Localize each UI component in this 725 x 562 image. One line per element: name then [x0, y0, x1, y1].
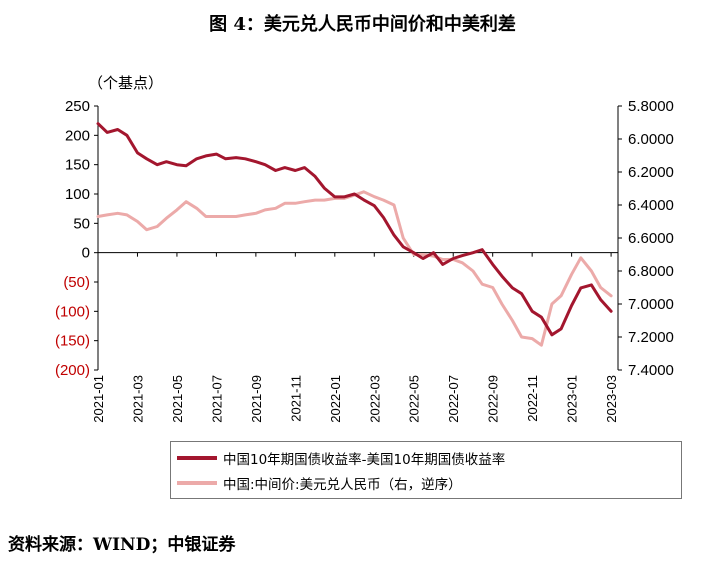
chart-title: 图 4：美元兑人民币中间价和中美利差	[209, 14, 516, 35]
x-tick-label-3: 2021-07	[209, 375, 224, 423]
y-left-tick-label-4: 50	[73, 215, 90, 232]
x-tick-label-1: 2021-03	[130, 375, 145, 423]
x-tick-label-12: 2023-01	[565, 375, 580, 423]
chart-legend: 中国10年期国债收益率-美国10年期国债收益率 中国:中间价:美元兑人民币（右，…	[170, 441, 682, 499]
x-tick-label-5: 2021-11	[288, 375, 303, 422]
y-right-tick-label-7: 7.2000	[628, 329, 674, 346]
x-tick-label-10: 2022-09	[486, 375, 501, 423]
series-line-usdcny	[96, 190, 613, 347]
y-right-tick-label-1: 6.0000	[628, 131, 674, 148]
y-right-tick-label-0: 5.8000	[628, 98, 674, 115]
x-tick-label-11: 2022-11	[525, 375, 540, 422]
legend-item-usdcny: 中国:中间价:美元兑人民币（右，逆序）	[177, 472, 462, 494]
y-right-tick-label-8: 7.4000	[628, 362, 674, 379]
y-left-tick-label-8: (150)	[55, 333, 90, 350]
chart-plot: 250 200 150 100 50 0 (50) (100) (150) (200) 5.8000…	[55, 98, 674, 423]
legend-item-spread: 中国10年期国债收益率-美国10年期国债收益率	[177, 447, 505, 469]
legend-label-spread: 中国10年期国债收益率-美国10年期国债收益率	[223, 452, 506, 468]
y-right-tick-label-3: 6.4000	[628, 197, 674, 214]
y-left-tick-label-5: 0	[82, 245, 90, 262]
x-tick-label-6: 2022-01	[328, 375, 343, 423]
y-left-tick-label-2: 150	[65, 157, 90, 174]
y-left-tick-label-1: 200	[65, 127, 90, 144]
legend-swatch-usdcny	[177, 481, 217, 485]
y-left-tick-label-7: (100)	[55, 303, 90, 320]
y-right-tick-label-5: 6.8000	[628, 263, 674, 280]
x-tick-label-2: 2021-05	[170, 375, 185, 423]
y-left-tick-label-9: (200)	[55, 362, 90, 379]
x-tick-label-7: 2022-03	[367, 375, 382, 423]
y-left-tick-label-0: 250	[65, 98, 90, 115]
x-tick-label-4: 2021-09	[249, 375, 264, 423]
y-left-unit-label: （个基点）	[88, 74, 164, 92]
y-left-tick-label-3: 100	[65, 186, 90, 203]
x-tick-label-13: 2023-03	[604, 375, 619, 423]
y-right-tick-label-2: 6.2000	[628, 164, 674, 181]
legend-label-usdcny: 中国:中间价:美元兑人民币（右，逆序）	[223, 477, 462, 493]
source-note: 资料来源：WIND；中银证券	[8, 535, 236, 555]
x-tick-label-0: 2021-01	[91, 375, 106, 423]
x-tick-label-8: 2022-05	[407, 375, 422, 423]
y-right-tick-label-6: 7.0000	[628, 296, 674, 313]
x-tick-label-9: 2022-07	[446, 375, 461, 423]
y-left-tick-label-6: (50)	[63, 274, 90, 291]
y-right-tick-label-4: 6.6000	[628, 230, 674, 247]
legend-swatch-spread	[177, 456, 217, 460]
series-line-spread	[96, 122, 613, 337]
